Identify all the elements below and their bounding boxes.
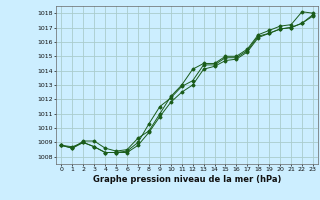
X-axis label: Graphe pression niveau de la mer (hPa): Graphe pression niveau de la mer (hPa) — [93, 175, 281, 184]
